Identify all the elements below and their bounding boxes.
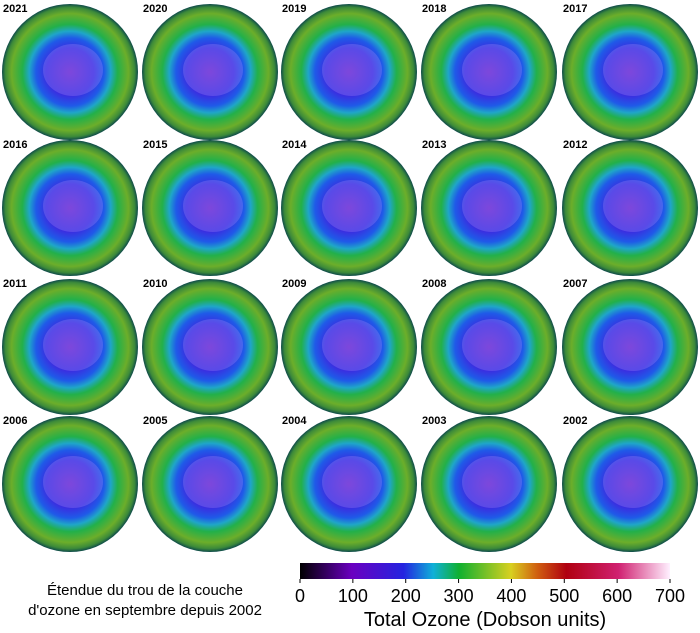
antarctica <box>322 180 382 232</box>
caption-line: d'ozone en septembre depuis 2002 <box>28 602 262 619</box>
year-label: 2020 <box>143 3 167 15</box>
year-label: 2009 <box>282 278 306 290</box>
tick-label: 100 <box>338 586 368 606</box>
ozone-map <box>142 4 278 140</box>
year-label: 2017 <box>563 3 587 15</box>
antarctica <box>603 319 663 371</box>
tick-label: 700 <box>655 586 685 606</box>
year-label: 2003 <box>422 415 446 427</box>
ozone-map <box>562 279 698 415</box>
antarctica <box>462 319 522 371</box>
ozone-map <box>281 279 417 415</box>
tick-label: 600 <box>602 586 632 606</box>
ozone-map <box>2 416 138 552</box>
antarctica <box>183 319 243 371</box>
ozone-map <box>142 140 278 276</box>
ozone-map <box>142 416 278 552</box>
year-label: 2007 <box>563 278 587 290</box>
antarctica <box>322 456 382 508</box>
antarctica <box>603 44 663 96</box>
year-label: 2013 <box>422 139 446 151</box>
year-label: 2006 <box>3 415 27 427</box>
antarctica <box>603 456 663 508</box>
ozone-map <box>2 140 138 276</box>
antarctica <box>43 44 103 96</box>
ozone-map <box>562 4 698 140</box>
year-label: 2011 <box>3 278 27 290</box>
ozone-map <box>281 4 417 140</box>
year-label: 2004 <box>282 415 307 427</box>
ozone-map <box>421 279 557 415</box>
antarctica <box>183 44 243 96</box>
antarctica <box>43 456 103 508</box>
antarctica <box>603 180 663 232</box>
year-label: 2010 <box>143 278 167 290</box>
ozone-map <box>2 4 138 140</box>
tick-label: 300 <box>444 586 474 606</box>
year-label: 2012 <box>563 139 587 151</box>
year-label: 2015 <box>143 139 167 151</box>
ozone-map <box>421 416 557 552</box>
ozone-map <box>281 416 417 552</box>
map-grid: 2021 2020 2019 2018 2017 2016 2015 2014 2013 2012… <box>2 3 698 552</box>
tick-label: 200 <box>391 586 421 606</box>
antarctica <box>43 319 103 371</box>
antarctica <box>462 456 522 508</box>
tick-label: 0 <box>295 586 305 606</box>
ozone-map <box>562 416 698 552</box>
ozone-map <box>2 279 138 415</box>
antarctica <box>43 180 103 232</box>
ozone-map <box>281 140 417 276</box>
year-label: 2016 <box>3 139 27 151</box>
antarctica <box>462 180 522 232</box>
year-label: 2005 <box>143 415 167 427</box>
colorbar-label: Total Ozone (Dobson units) <box>364 609 606 631</box>
antarctica <box>322 44 382 96</box>
year-label: 2018 <box>422 3 446 15</box>
year-label: 2002 <box>563 415 587 427</box>
ozone-map <box>142 279 278 415</box>
caption-line: Étendue du trou de la couche <box>47 582 243 599</box>
year-label: 2008 <box>422 278 446 290</box>
antarctica <box>462 44 522 96</box>
year-label: 2014 <box>282 139 307 151</box>
antarctica <box>183 180 243 232</box>
tick-label: 500 <box>549 586 579 606</box>
year-label: 2019 <box>282 3 306 15</box>
year-label: 2021 <box>3 3 27 15</box>
antarctica <box>183 456 243 508</box>
ozone-map <box>421 4 557 140</box>
tick-label: 400 <box>496 586 526 606</box>
ozone-map <box>562 140 698 276</box>
ozone-map <box>421 140 557 276</box>
colorbar <box>300 563 670 579</box>
antarctica <box>322 319 382 371</box>
